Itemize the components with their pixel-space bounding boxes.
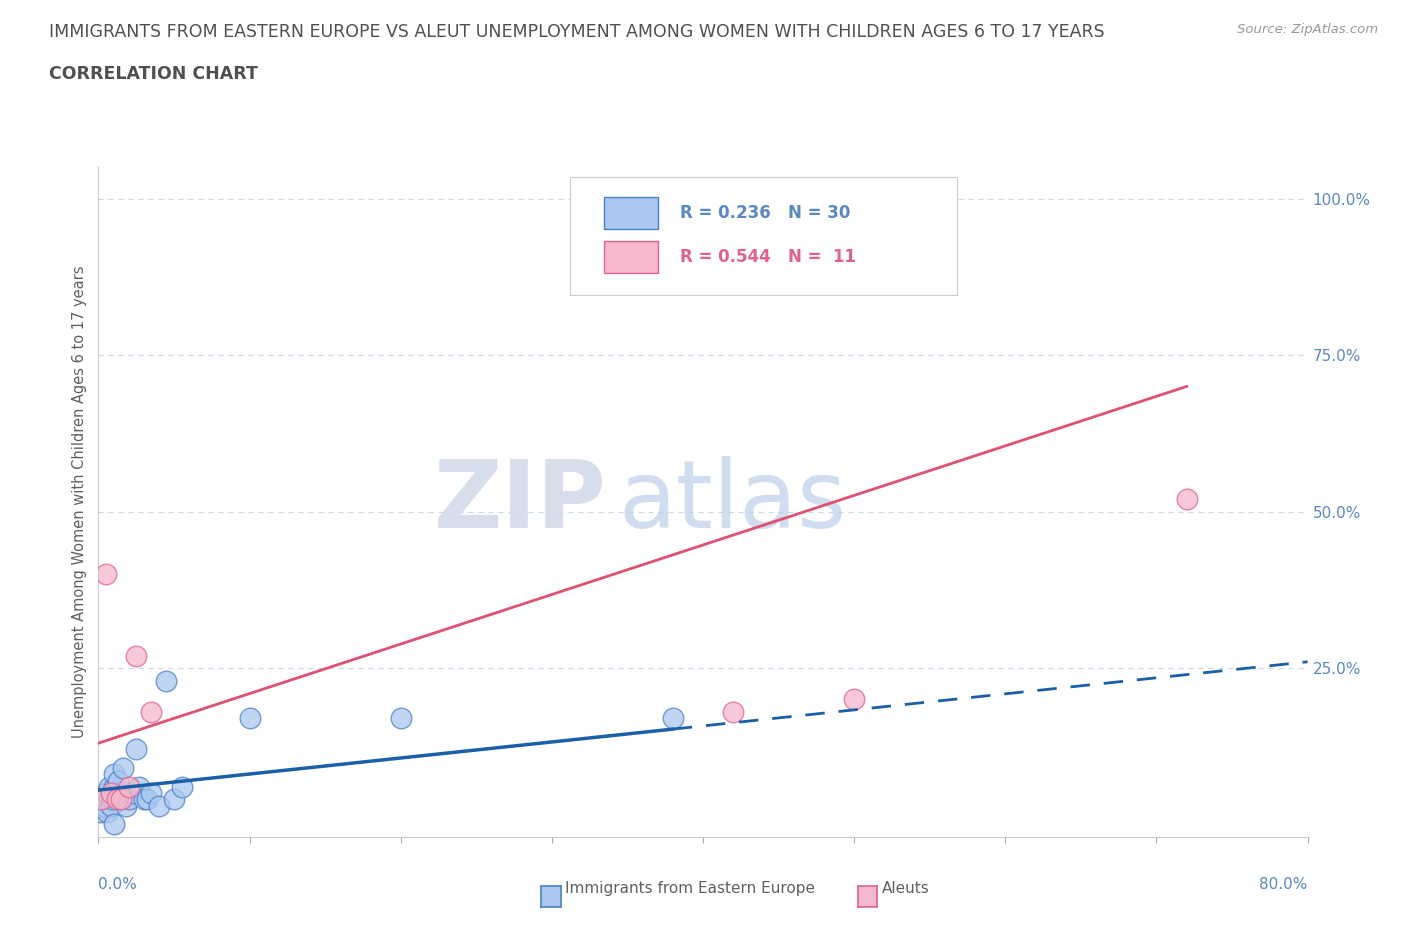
Point <box>141 704 163 719</box>
Point <box>721 704 744 719</box>
Text: R = 0.236   N = 30: R = 0.236 N = 30 <box>681 204 851 222</box>
Text: Aleuts: Aleuts <box>882 881 929 896</box>
Point <box>844 692 866 707</box>
Text: Immigrants from Eastern Europe: Immigrants from Eastern Europe <box>565 881 815 896</box>
Point <box>125 742 148 757</box>
Point <box>105 786 128 801</box>
Text: Source: ZipAtlas.com: Source: ZipAtlas.com <box>1237 23 1378 36</box>
Point <box>661 711 683 725</box>
Point <box>110 792 132 807</box>
FancyBboxPatch shape <box>603 241 658 273</box>
Point <box>121 786 143 801</box>
Point <box>118 792 141 807</box>
Point <box>105 792 128 807</box>
Point <box>94 786 117 801</box>
Point <box>389 711 412 725</box>
Point <box>96 804 118 819</box>
Point <box>91 792 114 807</box>
Text: IMMIGRANTS FROM EASTERN EUROPE VS ALEUT UNEMPLOYMENT AMONG WOMEN WITH CHILDREN A: IMMIGRANTS FROM EASTERN EUROPE VS ALEUT … <box>49 23 1105 41</box>
Y-axis label: Unemployment Among Women with Children Ages 6 to 17 years: Unemployment Among Women with Children A… <box>72 266 87 738</box>
Point <box>94 566 117 581</box>
Point <box>125 648 148 663</box>
Point <box>118 779 141 794</box>
Point <box>141 786 163 801</box>
Point <box>163 792 186 807</box>
Point <box>155 673 177 688</box>
Point <box>128 779 150 794</box>
Point <box>148 798 170 813</box>
Point <box>100 798 122 813</box>
Text: CORRELATION CHART: CORRELATION CHART <box>49 65 259 83</box>
Point <box>111 761 134 776</box>
Point <box>90 804 112 819</box>
Point <box>103 767 125 782</box>
Point <box>239 711 262 725</box>
Point <box>98 779 121 794</box>
Text: ZIP: ZIP <box>433 457 606 548</box>
Point <box>101 792 124 807</box>
Text: atlas: atlas <box>619 457 846 548</box>
FancyBboxPatch shape <box>603 197 658 229</box>
Text: R = 0.544   N =  11: R = 0.544 N = 11 <box>681 248 856 266</box>
Text: 0.0%: 0.0% <box>98 877 138 892</box>
Point <box>93 798 115 813</box>
Point <box>132 792 155 807</box>
Point <box>90 792 112 807</box>
Point <box>103 779 125 794</box>
Point <box>103 817 125 832</box>
Point <box>110 792 132 807</box>
Point <box>135 792 157 807</box>
Point <box>114 798 136 813</box>
Point <box>1175 492 1198 507</box>
Point <box>100 786 122 801</box>
FancyBboxPatch shape <box>569 178 957 295</box>
Point <box>170 779 193 794</box>
Point <box>107 773 129 788</box>
Text: 80.0%: 80.0% <box>1260 877 1308 892</box>
